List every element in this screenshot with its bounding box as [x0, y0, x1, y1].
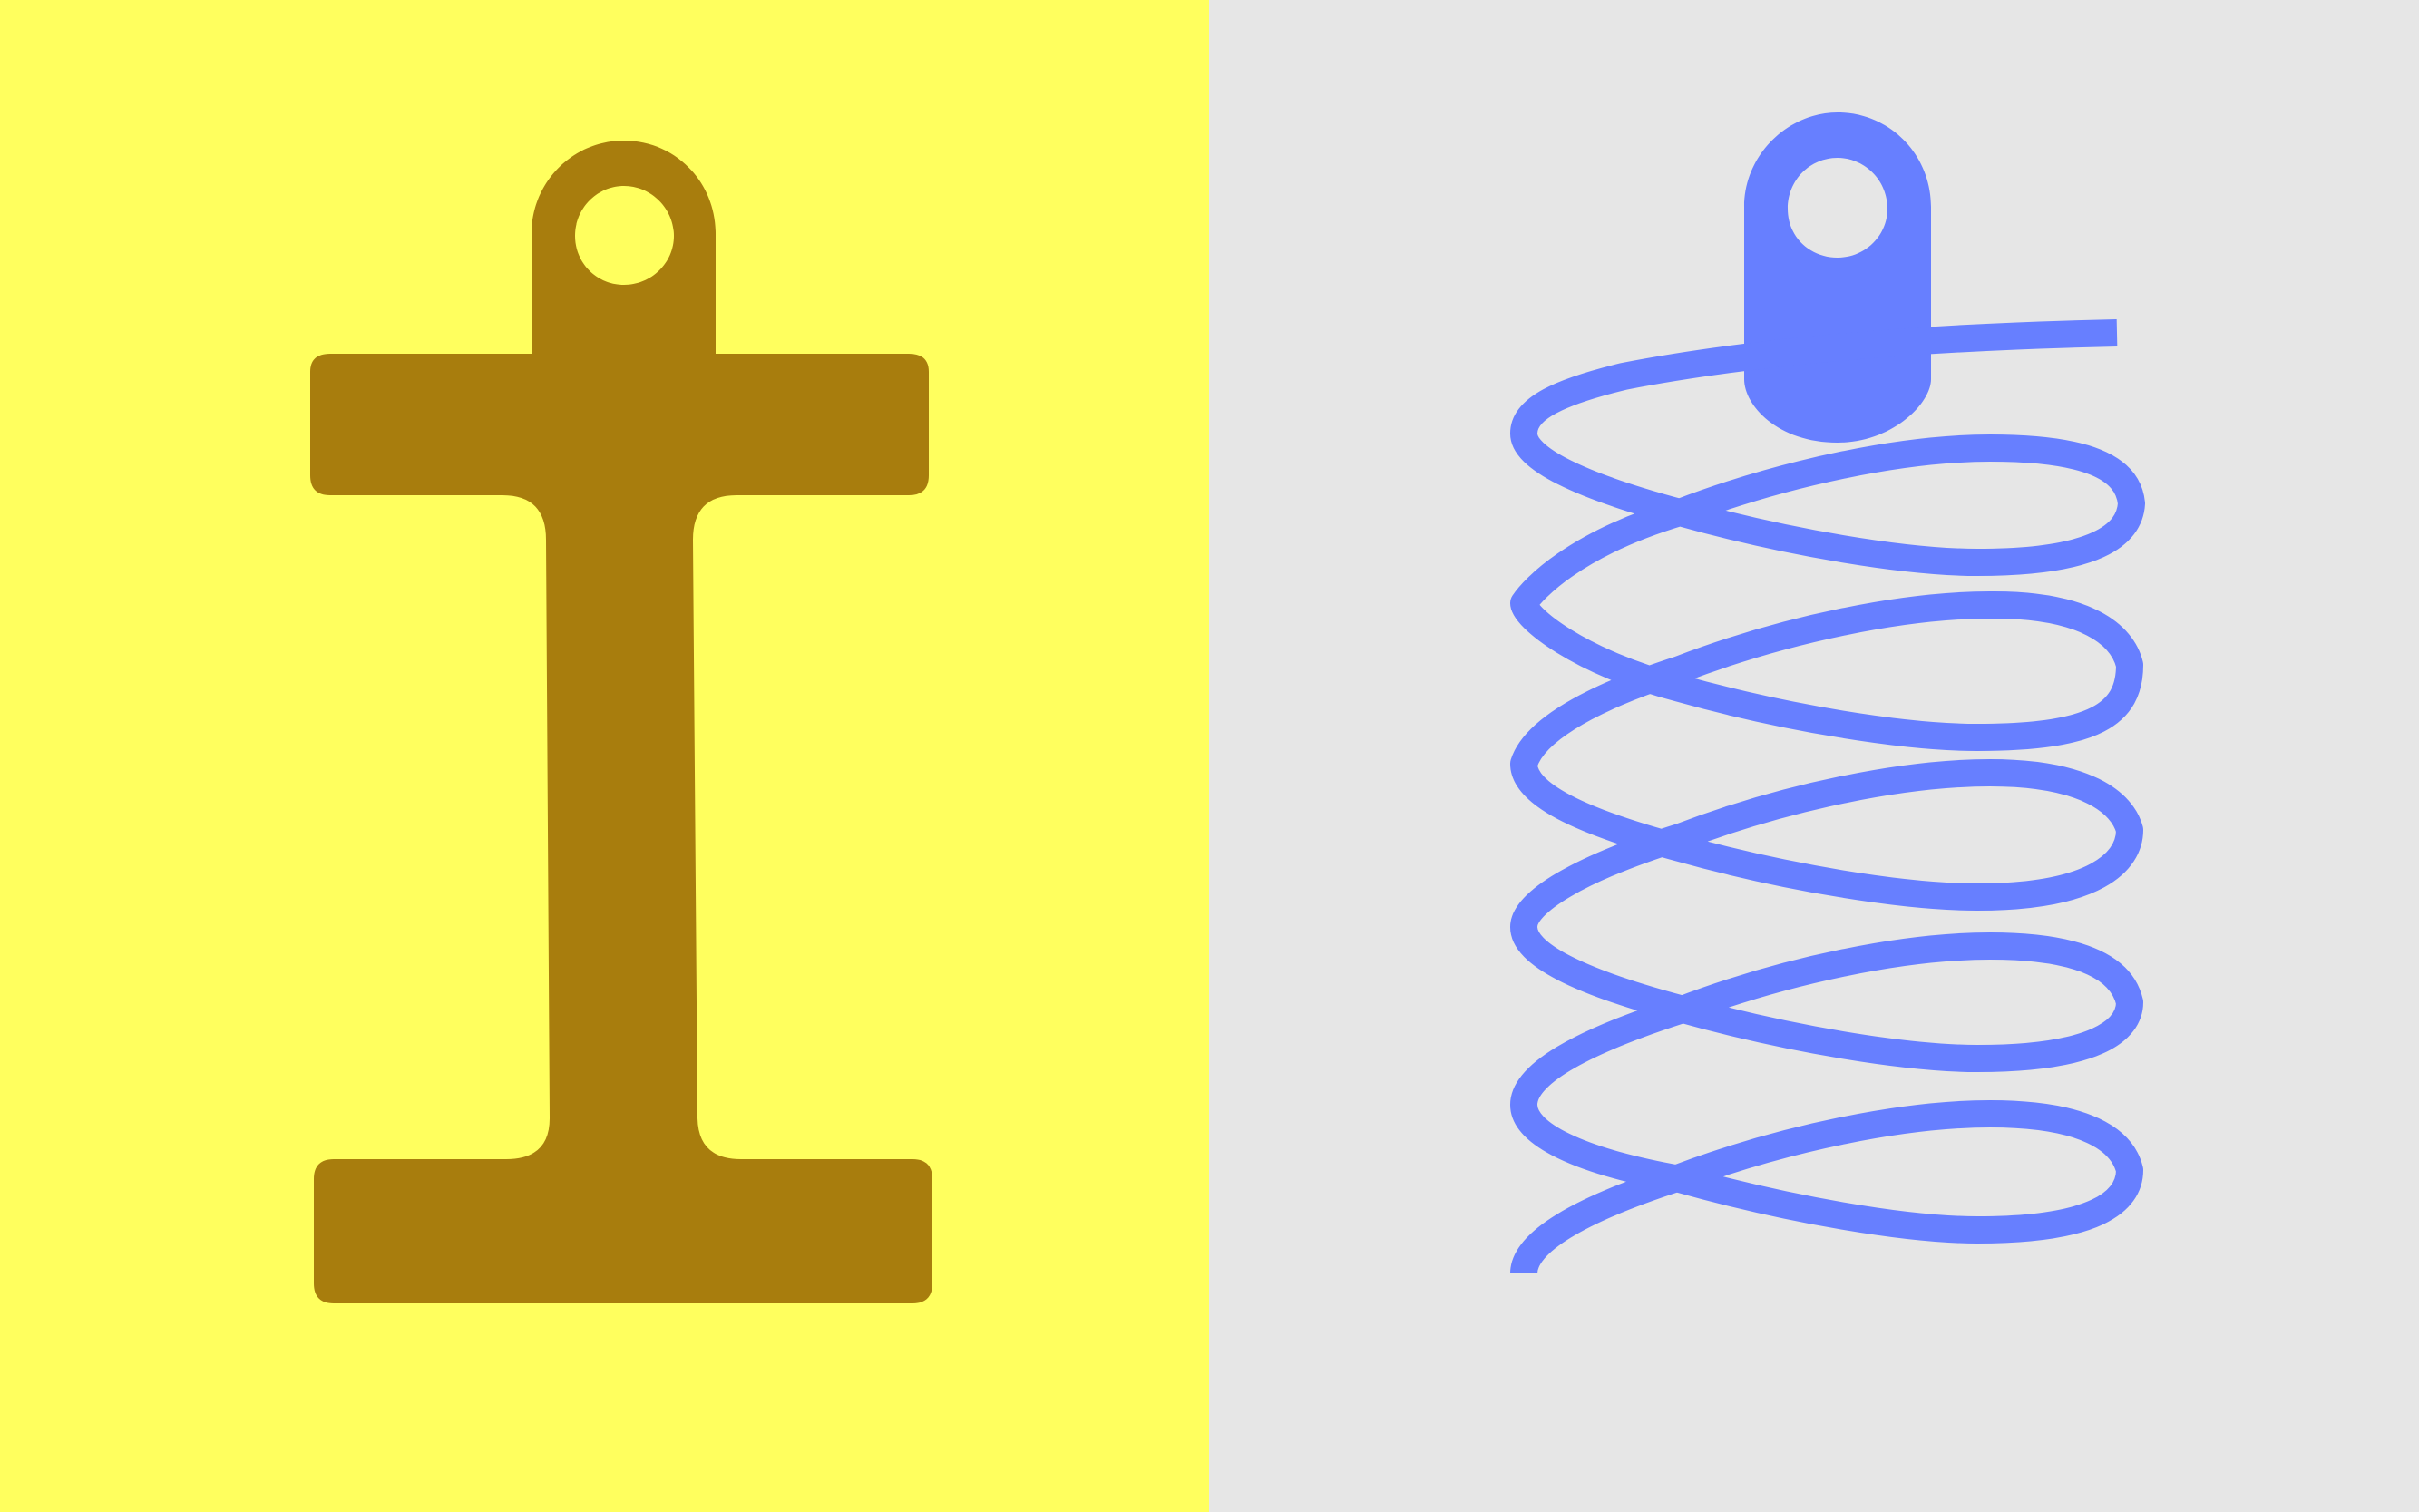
right-panel-background [1209, 0, 2419, 1512]
right-panel [1209, 0, 2419, 1512]
hanger-body [310, 141, 932, 1303]
dumbbell-hanger-icon [0, 0, 1209, 1512]
spring-coil [1510, 319, 2145, 1275]
spring-coil-icon [1209, 0, 2419, 1512]
left-panel [0, 0, 1209, 1512]
